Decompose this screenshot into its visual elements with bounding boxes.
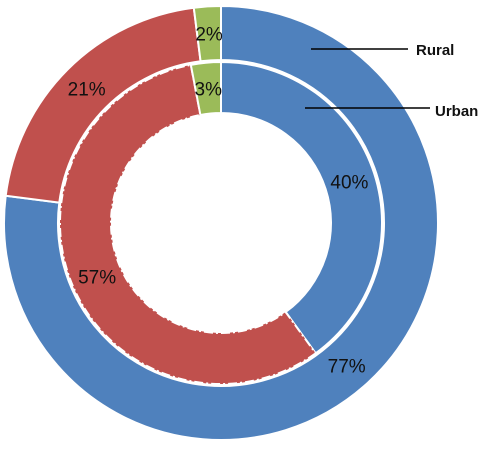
outer-ring-rural	[3, 4, 439, 441]
rural-slice-blue	[3, 4, 439, 441]
urban-ring-label: Urban	[435, 103, 478, 120]
urban-slice-blue	[220, 60, 383, 355]
rural-label-blue: 77%	[328, 357, 366, 378]
rural-ring-label: Rural	[416, 42, 454, 59]
urban-slice-red	[59, 63, 318, 385]
rural-slice-green	[192, 4, 222, 63]
urban-label-green: 3%	[195, 80, 223, 101]
rural-label-green: 2%	[195, 24, 223, 45]
data-labels: 77% 21% 2% 40% 57% 3%	[68, 24, 369, 377]
rural-label-red: 21%	[68, 80, 106, 101]
urban-slice-green	[189, 60, 222, 117]
inner-ring-urban	[59, 60, 383, 385]
urban-label-blue: 40%	[330, 172, 368, 193]
urban-label-red: 57%	[78, 268, 116, 289]
